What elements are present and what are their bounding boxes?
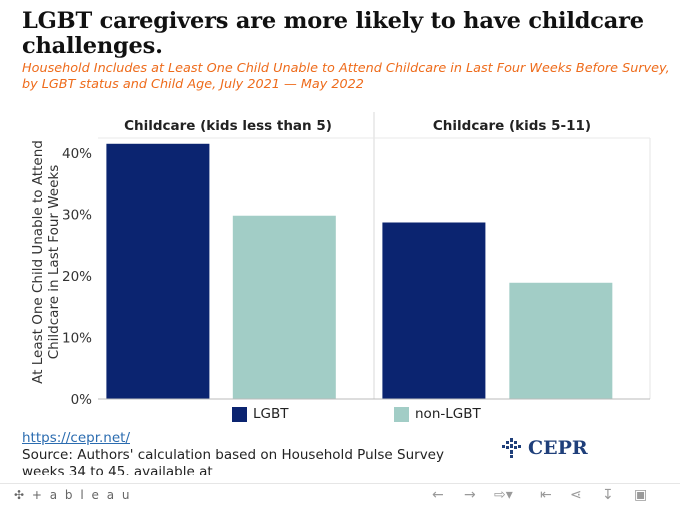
y-tick-label: 0% bbox=[71, 392, 93, 408]
bar-non-lgbt bbox=[509, 282, 613, 399]
bar-lgbt bbox=[106, 143, 210, 399]
bar-lgbt bbox=[382, 222, 486, 399]
bar-chart: 0% 10% 20% 30% 40% Childcare (kids less than … bbox=[62, 112, 651, 408]
y-tick-label: 20% bbox=[62, 269, 92, 285]
undo-icon[interactable]: ← bbox=[432, 487, 444, 503]
y-tick-label: 30% bbox=[62, 208, 92, 224]
share-icon[interactable]: ⋖ bbox=[570, 487, 582, 503]
panel-title: Childcare (kids less than 5) bbox=[124, 118, 332, 134]
panel-title: Childcare (kids 5-11) bbox=[433, 118, 591, 134]
cepr-link[interactable]: https://cepr.net/ bbox=[22, 430, 130, 446]
legend-item-non-lgbt[interactable]: non-LGBT bbox=[394, 406, 481, 422]
revert-icon[interactable]: ⇨▾ bbox=[494, 487, 513, 503]
source-note: Source: Authors' calculation based on Ho… bbox=[22, 447, 444, 475]
legend-item-lgbt[interactable]: LGBT bbox=[232, 406, 289, 422]
tableau-brand: + a b l e a u bbox=[31, 488, 132, 502]
bar-non-lgbt bbox=[232, 215, 336, 399]
cepr-logo-text: CEPR bbox=[528, 437, 588, 459]
chart-title: LGBT caregivers are more likely to have … bbox=[22, 8, 644, 59]
cepr-logo-icon bbox=[502, 438, 521, 458]
tableau-toolbar: ✣ + a b l e a u ← → ⇨▾ ⇤ ⋖ ↧ ▣ bbox=[0, 483, 680, 509]
legend-swatch-lgbt bbox=[232, 406, 247, 422]
cepr-logo: CEPR bbox=[500, 436, 588, 460]
reset-icon[interactable]: ⇤ bbox=[540, 487, 552, 503]
y-tick-label: 40% bbox=[62, 146, 92, 162]
legend-label-non-lgbt: non-LGBT bbox=[415, 406, 481, 422]
tableau-logo[interactable]: ✣ + a b l e a u bbox=[14, 488, 132, 502]
y-tick-label: 10% bbox=[62, 331, 92, 347]
legend-swatch-non-lgbt bbox=[394, 406, 409, 422]
legend-label-lgbt: LGBT bbox=[253, 406, 289, 422]
redo-icon[interactable]: → bbox=[464, 487, 476, 503]
download-icon[interactable]: ↧ bbox=[602, 487, 614, 503]
chart-subtitle: Household Includes at Least One Child Un… bbox=[22, 61, 670, 92]
y-axis-label: At Least One Child Unable to Attend Chil… bbox=[30, 140, 62, 384]
fullscreen-icon[interactable]: ▣ bbox=[634, 487, 648, 503]
